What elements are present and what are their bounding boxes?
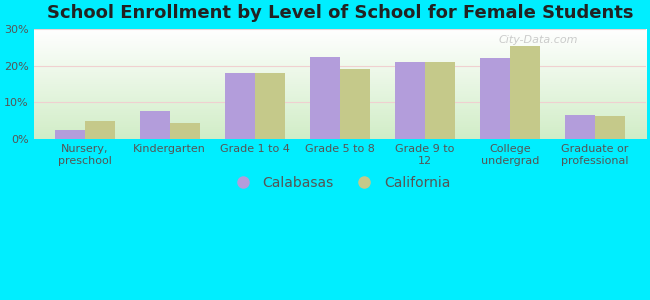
Bar — [310, 57, 340, 139]
Bar — [55, 130, 84, 139]
Bar — [140, 111, 170, 139]
Bar — [340, 69, 370, 139]
Title: School Enrollment by Level of School for Female Students: School Enrollment by Level of School for… — [47, 4, 633, 22]
Bar — [565, 115, 595, 139]
Legend: Calabasas, California: Calabasas, California — [224, 170, 456, 195]
Bar — [425, 62, 454, 139]
Text: City-Data.com: City-Data.com — [499, 35, 578, 45]
Bar — [170, 123, 200, 139]
Bar — [510, 46, 540, 139]
Bar — [225, 73, 255, 139]
Bar — [255, 73, 285, 139]
Bar — [480, 58, 510, 139]
Bar — [395, 62, 425, 139]
Bar — [84, 121, 114, 139]
Bar — [595, 116, 625, 139]
